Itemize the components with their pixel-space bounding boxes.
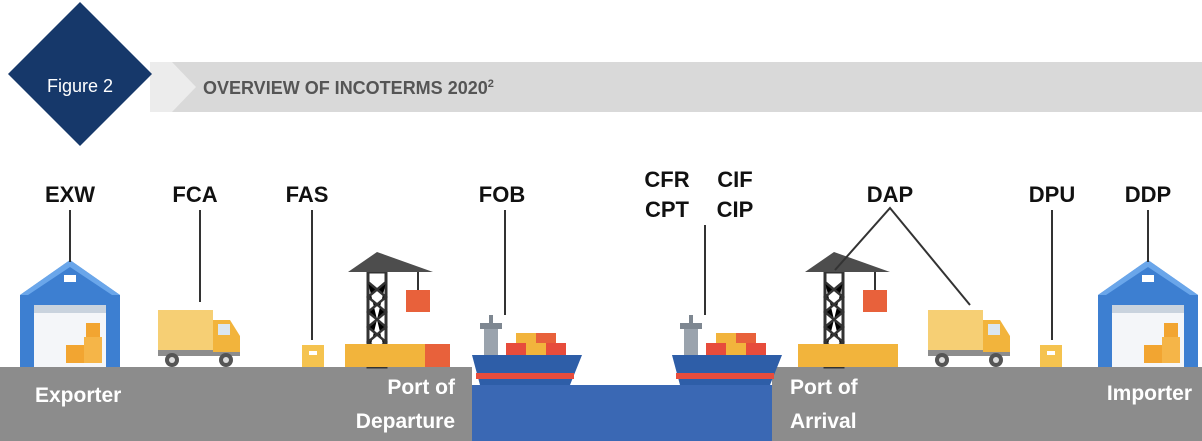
title: OVERVIEW OF INCOTERMS 20202 xyxy=(203,78,494,98)
location-label: Departure xyxy=(356,410,455,433)
term: CIP xyxy=(717,197,754,222)
term: CIF xyxy=(717,167,752,192)
term: CFR xyxy=(644,167,689,192)
truck xyxy=(928,310,1010,367)
term: DPU xyxy=(1029,182,1075,207)
containers xyxy=(425,344,450,367)
exporter-warehouse xyxy=(20,260,120,367)
badge xyxy=(8,2,152,146)
location-label: Exporter xyxy=(35,384,121,407)
water xyxy=(472,385,772,441)
title-text: OVERVIEW OF INCOTERMS 2020 xyxy=(203,78,488,98)
term: DDP xyxy=(1125,182,1171,207)
badge-text: Figure 2 xyxy=(47,76,113,96)
term: CPT xyxy=(645,197,690,222)
term: DAP xyxy=(867,182,913,207)
term: EXW xyxy=(45,182,95,207)
importer-warehouse xyxy=(1098,260,1198,367)
box xyxy=(302,345,324,367)
location-label: Port of xyxy=(790,376,859,399)
term: FCA xyxy=(172,182,217,207)
box xyxy=(1040,345,1062,367)
truck xyxy=(158,310,240,367)
location-label: Importer xyxy=(1107,382,1192,405)
ship xyxy=(472,315,582,385)
incoterms-diagram: Figure 2 OVERVIEW OF INCOTERMS 20202 EXW… xyxy=(0,0,1202,441)
containers xyxy=(798,344,898,367)
term: FOB xyxy=(479,182,525,207)
location-label: Arrival xyxy=(790,410,857,433)
location-label: Port of xyxy=(387,376,456,399)
term: FAS xyxy=(286,182,329,207)
ship xyxy=(672,315,782,385)
title-sup: 2 xyxy=(488,78,494,90)
